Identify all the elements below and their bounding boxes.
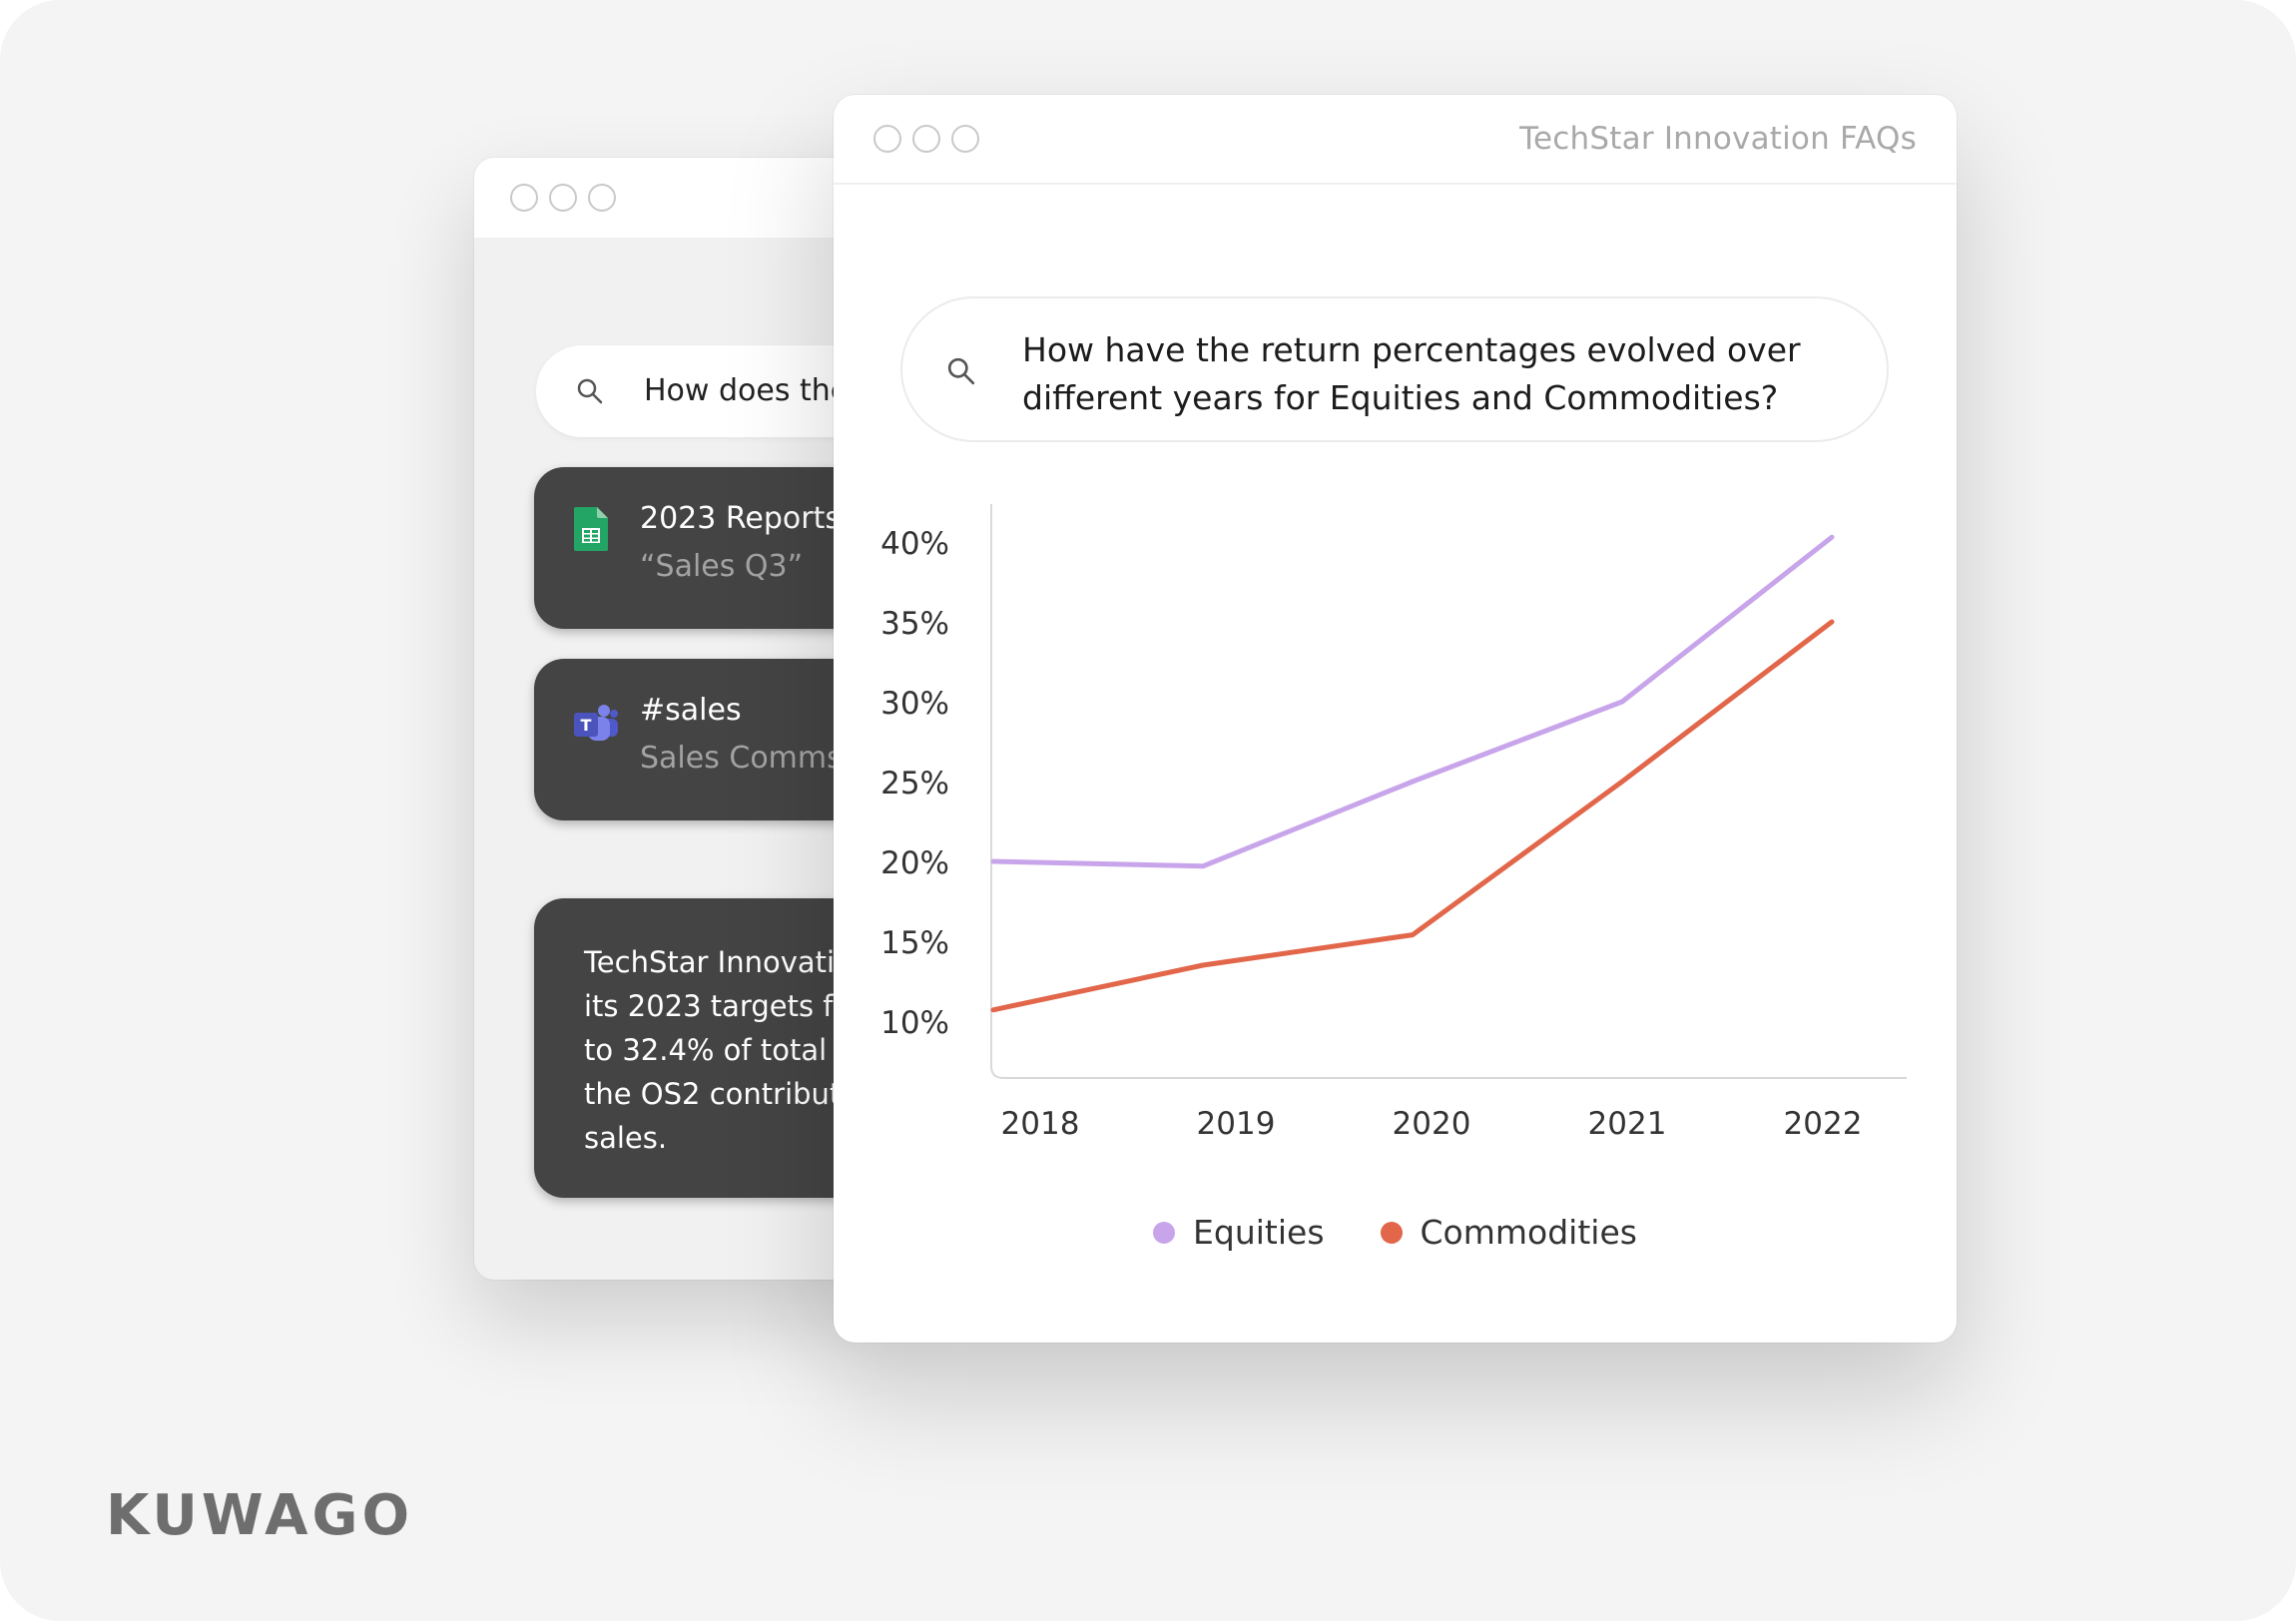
answer-line: TechStar Innovati — [584, 945, 836, 979]
question-search-bar[interactable]: How have the return percentages evolved … — [900, 296, 1889, 442]
window-minimize-button[interactable] — [549, 184, 577, 212]
series-line-commodities — [990, 619, 1835, 1013]
y-tick-label: 40% — [880, 526, 949, 562]
series-line-equities — [990, 534, 1835, 869]
window-minimize-button[interactable] — [912, 125, 940, 153]
y-tick-label: 30% — [880, 686, 949, 722]
answer-line: its 2023 targets f — [584, 989, 834, 1023]
answer-line: the OS2 contribut — [584, 1077, 842, 1111]
back-window-titlebar — [474, 158, 893, 238]
answer-line: to 32.4% of total — [584, 1033, 828, 1067]
card-title: 2023 Reports — [640, 501, 841, 536]
x-tick-label: 2018 — [1001, 1106, 1080, 1142]
legend-swatch-commodities — [1380, 1221, 1403, 1244]
google-sheets-icon — [574, 507, 608, 555]
microsoft-teams-icon: T — [574, 703, 618, 747]
answer-line: sales. — [584, 1121, 668, 1155]
question-line: different years for Equities and Commodi… — [1022, 378, 1779, 417]
chart-legend: Equities Commodities — [834, 1213, 1957, 1252]
window-close-button[interactable] — [873, 125, 901, 153]
y-tick-label: 25% — [880, 766, 949, 802]
legend-item-commodities[interactable]: Commodities — [1380, 1213, 1637, 1252]
card-subtitle: “Sales Q3” — [640, 549, 804, 584]
legend-label: Commodities — [1420, 1213, 1637, 1252]
y-tick-label: 20% — [880, 845, 949, 881]
legend-item-equities[interactable]: Equities — [1153, 1213, 1325, 1252]
line-chart-svg: 40% 35% 30% 25% 20% 15% 10% 2018 2019 2020 2021 202… — [880, 504, 1907, 1142]
y-tick-label: 15% — [880, 925, 949, 961]
card-title: #sales — [640, 693, 742, 728]
window-close-button[interactable] — [510, 184, 538, 212]
search-icon — [946, 356, 976, 390]
search-icon — [576, 377, 604, 409]
x-axis-line — [990, 1065, 1907, 1079]
y-tick-label: 35% — [880, 606, 949, 642]
answer-text: TechStar Innovati its 2023 targets f to … — [584, 940, 841, 1160]
card-subtitle: Sales Comms — [640, 741, 843, 776]
legend-label: Equities — [1193, 1213, 1325, 1252]
window-maximize-button[interactable] — [588, 184, 616, 212]
svg-text:T: T — [581, 716, 592, 735]
front-window: TechStar Innovation FAQs How have the re… — [834, 95, 1957, 1343]
window-title: TechStar Innovation FAQs — [1519, 121, 1917, 157]
y-tick-label: 10% — [880, 1005, 949, 1041]
back-search-text: How does the — [644, 373, 850, 408]
line-chart: 40% 35% 30% 25% 20% 15% 10% 2018 2019 2020 2021 202… — [834, 494, 1957, 1193]
legend-swatch-equities — [1153, 1221, 1176, 1244]
front-window-titlebar: TechStar Innovation FAQs — [834, 95, 1957, 185]
x-tick-label: 2019 — [1197, 1106, 1276, 1142]
x-tick-label: 2022 — [1784, 1106, 1863, 1142]
brand-logo: KUWAGO — [106, 1483, 414, 1548]
x-tick-label: 2020 — [1393, 1106, 1471, 1142]
back-window: How does the 2023 Reports “Sales Q3” — [474, 158, 893, 1280]
question-line: How have the return percentages evolved … — [1022, 330, 1801, 369]
window-maximize-button[interactable] — [951, 125, 979, 153]
question-text: How have the return percentages evolved … — [1022, 326, 1801, 422]
x-tick-label: 2021 — [1588, 1106, 1667, 1142]
